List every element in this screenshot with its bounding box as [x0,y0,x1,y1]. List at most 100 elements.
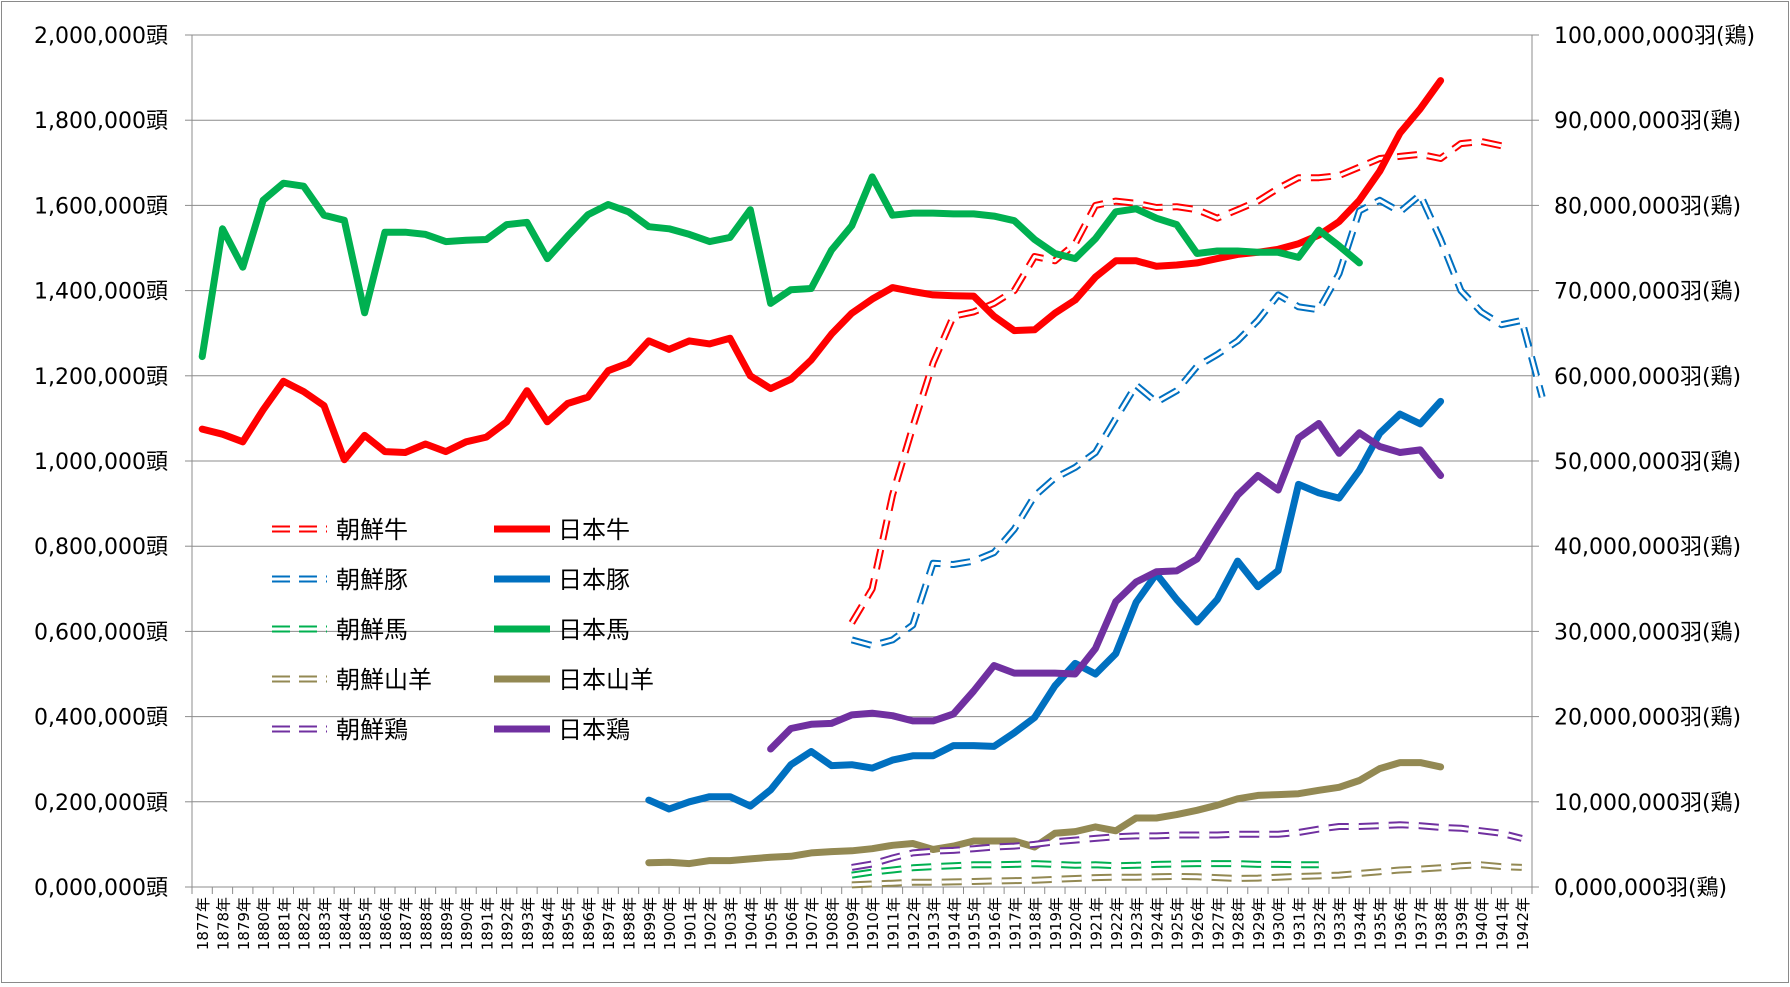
series-lines [198,77,1546,889]
x-tick-label: 1897年 [600,897,618,950]
series-line-core-1 [850,140,1502,624]
x-tick-label: 1935年 [1372,897,1390,950]
x-tick-label: 1906年 [783,897,801,950]
x-tick-label: 1900年 [661,897,679,950]
y-left-tick-label: 1,800,000頭 [34,109,168,134]
x-tick-label: 1926年 [1189,897,1207,950]
legend-label: 日本山羊 [558,666,654,694]
x-tick-label: 1934年 [1351,897,1369,950]
y-left-tick-label: 1,000,000頭 [34,450,168,475]
series-line-10 [767,420,1445,753]
legend-label: 日本牛 [558,516,630,544]
x-tick-label: 1881年 [275,897,293,950]
x-tick-label: 1915年 [966,897,984,950]
x-tick-label: 1889年 [438,897,456,950]
legend-label: 朝鮮山羊 [336,666,432,694]
legend-label: 朝鮮鶏 [336,716,408,744]
y-left-tick-label: 0,400,000頭 [34,706,168,731]
x-tick-label: 1942年 [1514,897,1532,950]
x-tick-label: 1908年 [824,897,842,950]
x-tick-label: 1918年 [1027,897,1045,950]
x-tick-label: 1922年 [1108,897,1126,950]
x-tick-label: 1890年 [458,897,476,950]
x-tick-label: 1883年 [316,897,334,950]
x-tick-label: 1913年 [925,897,943,950]
x-tick-label: 1940年 [1473,897,1491,950]
series-line-4 [645,397,1445,813]
x-tick-label: 1882年 [296,897,314,950]
x-tick-label: 1898年 [621,897,639,950]
series-line-8 [645,759,1445,868]
x-tick-label: 1884年 [336,897,354,950]
y-right-tick-label: 90,000,000羽(鶏) [1554,109,1741,134]
x-tick-label: 1925年 [1169,897,1187,950]
y-right-tick-label: 30,000,000羽(鶏) [1554,620,1741,645]
y-right-tick-label: 80,000,000羽(鶏) [1554,194,1741,219]
y-right-tick-label: 40,000,000羽(鶏) [1554,535,1741,560]
x-tick-label: 1938年 [1433,897,1451,950]
x-tick-label: 1885年 [357,897,375,950]
y-left-tick-label: 0,800,000頭 [34,535,168,560]
x-tick-label: 1916年 [986,897,1004,950]
x-tick-label: 1877年 [194,897,212,950]
legend-label: 朝鮮豚 [336,566,408,594]
x-tick-label: 1902年 [702,897,720,950]
grid-lines [192,34,1532,888]
y-left-tick-label: 1,400,000頭 [34,280,168,305]
x-tick-label: 1933年 [1331,897,1349,950]
y-right-tick-label: 50,000,000羽(鶏) [1554,450,1741,475]
legend-label: 朝鮮馬 [336,616,408,644]
axes: 0,000,000頭 0,000,000羽(鶏) 0,200,000頭 10,000,… [34,24,1755,950]
x-tick-label: 1930年 [1270,897,1288,950]
x-tick-label: 1923年 [1128,897,1146,950]
x-tick-label: 1894年 [539,897,557,950]
x-tick-label: 1924年 [1148,897,1166,950]
x-tick-label: 1917年 [1006,897,1024,950]
x-tick-label: 1879年 [235,897,253,950]
x-tick-label: 1893年 [519,897,537,950]
y-left-tick-label: 1,200,000頭 [34,365,168,390]
series-line-core-7 [851,863,1522,887]
x-tick-label: 1919年 [1047,897,1065,950]
x-tick-label: 1905年 [763,897,781,950]
series-line-6 [198,173,1363,361]
x-tick-label: 1895年 [560,897,578,950]
x-tick-label: 1907年 [803,897,821,950]
x-tick-label: 1939年 [1453,897,1471,950]
y-left-tick-label: 2,000,000頭 [34,24,168,49]
x-tick-label: 1886年 [377,897,395,950]
y-left-tick-label: 1,600,000頭 [34,194,168,219]
y-right-tick-label: 0,000,000羽(鶏) [1554,876,1727,901]
x-tick-label: 1928年 [1230,897,1248,950]
x-tick-label: 1932年 [1311,897,1329,950]
series-line-core-3 [851,193,1544,647]
y-left-tick-label: 0,000,000頭 [34,876,168,901]
legend-label: 日本豚 [558,566,630,594]
x-tick-label: 1880年 [255,897,273,950]
y-left-tick-label: 0,600,000頭 [34,620,168,645]
x-tick-label: 1920年 [1067,897,1085,950]
y-right-tick-label: 20,000,000羽(鶏) [1554,706,1741,731]
x-tick-label: 1931年 [1291,897,1309,950]
x-tick-label: 1927年 [1209,897,1227,950]
x-tick-label: 1921年 [1087,897,1105,950]
legend-label: 日本馬 [558,616,630,644]
x-tick-label: 1904年 [742,897,760,950]
x-tick-label: 1937年 [1412,897,1430,950]
x-tick-label: 1929年 [1250,897,1268,950]
x-tick-label: 1892年 [499,897,517,950]
series-line-core-9 [851,823,1523,869]
x-tick-label: 1910年 [864,897,882,950]
x-tick-label: 1878年 [214,897,232,950]
x-tick-label: 1899年 [641,897,659,950]
x-tick-label: 1891年 [478,897,496,950]
legend-label: 朝鮮牛 [336,516,408,544]
series-line-2 [198,77,1445,464]
y-right-tick-label: 100,000,000羽(鶏) [1554,24,1755,49]
x-tick-label: 1941年 [1494,897,1512,950]
y-left-tick-label: 0,200,000頭 [34,791,168,816]
x-tick-label: 1888年 [417,897,435,950]
x-tick-label: 1896年 [580,897,598,950]
x-tick-label: 1911年 [884,897,902,950]
